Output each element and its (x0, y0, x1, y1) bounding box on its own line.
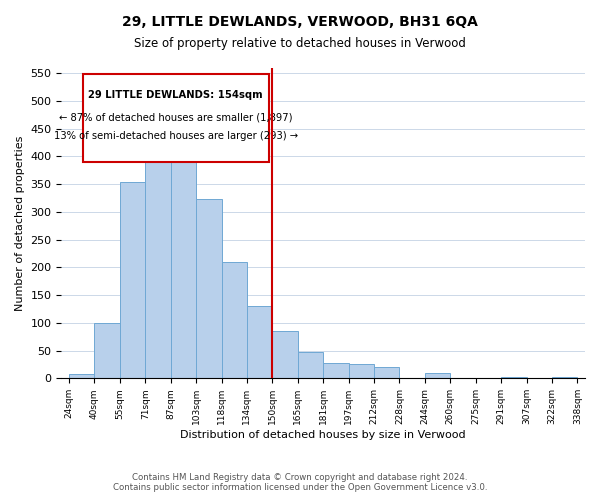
Bar (170, 143, 196, 378)
Text: 29 LITTLE DEWLANDS: 154sqm: 29 LITTLE DEWLANDS: 154sqm (88, 90, 263, 101)
Bar (221, 262, 247, 378)
Bar (298, 352, 323, 378)
Bar (323, 363, 349, 378)
Bar (425, 373, 450, 378)
Bar (196, 199, 221, 378)
Text: Contains HM Land Registry data © Crown copyright and database right 2024.
Contai: Contains HM Land Registry data © Crown c… (113, 473, 487, 492)
Bar (145, 132, 170, 378)
Bar (69, 374, 94, 378)
Bar (552, 377, 577, 378)
Text: Size of property relative to detached houses in Verwood: Size of property relative to detached ho… (134, 38, 466, 51)
Y-axis label: Number of detached properties: Number of detached properties (15, 135, 25, 310)
Bar (374, 367, 400, 378)
Text: 13% of semi-detached houses are larger (293) →: 13% of semi-detached houses are larger (… (54, 132, 298, 141)
Bar (94, 323, 120, 378)
Bar (272, 331, 298, 378)
X-axis label: Distribution of detached houses by size in Verwood: Distribution of detached houses by size … (181, 430, 466, 440)
Text: ← 87% of detached houses are smaller (1,897): ← 87% of detached houses are smaller (1,… (59, 112, 293, 122)
Bar (120, 182, 145, 378)
Bar (501, 377, 527, 378)
FancyBboxPatch shape (83, 74, 269, 162)
Text: 29, LITTLE DEWLANDS, VERWOOD, BH31 6QA: 29, LITTLE DEWLANDS, VERWOOD, BH31 6QA (122, 15, 478, 29)
Bar (247, 306, 272, 378)
Bar (349, 364, 374, 378)
